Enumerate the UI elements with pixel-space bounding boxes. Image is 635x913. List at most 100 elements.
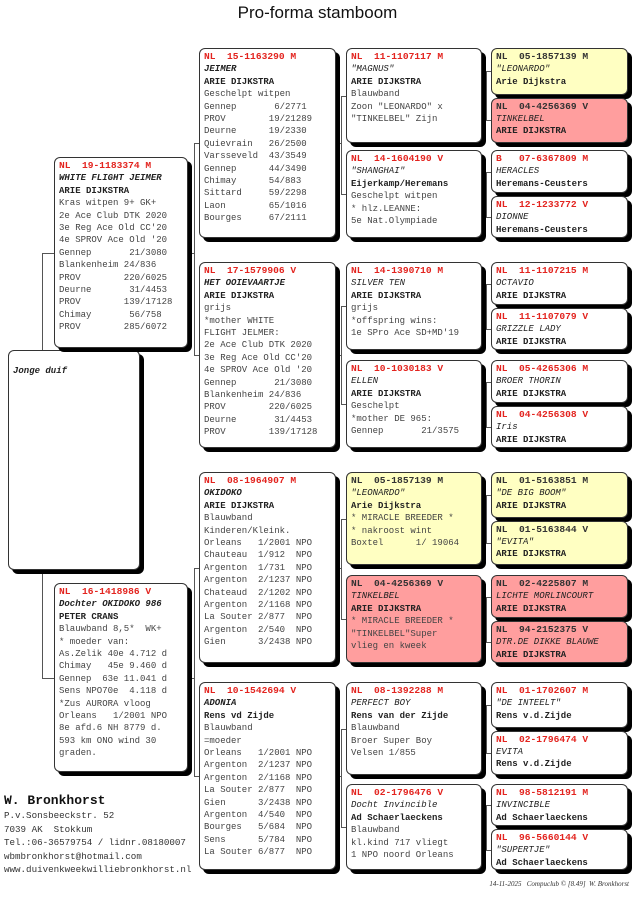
pedigree-card[interactable]: NL 94-2152375 V DTR.DE DIKKE BLAUWE ARIE D… xyxy=(491,621,628,663)
breeder-email[interactable]: wbmbronkhorst@hotmail.com xyxy=(4,850,142,862)
pedigree-card[interactable]: NL 16-1418986 V Dochter OKIDOKO 986 PETER … xyxy=(54,583,188,772)
pedigree-card[interactable]: NL 12-1233772 V DIONNE Heremans-Ceusters xyxy=(491,196,628,238)
info-line: Gennep 21/3080 xyxy=(204,377,313,388)
ring-number: NL 10-1542694 V xyxy=(204,685,297,696)
pedigree-card[interactable]: NL 01-5163851 M "DE BIG BOOM" ARIE DIJKSTR… xyxy=(491,472,628,518)
pedigree-card[interactable]: NL 10-1542694 V ADONIA Rens vd Zijde Blauwb… xyxy=(199,682,336,870)
pedigree-card[interactable]: NL 14-1604190 V "SHANGHAI" Eijerkamp/Herem… xyxy=(346,150,482,238)
pedigree-card[interactable]: NL 17-1579906 V HET OOIEVAARTJE ARIE DIJKS… xyxy=(199,262,336,448)
pedigree-card[interactable]: NL 05-4265306 M BROER THORIN ARIE DIJKSTRA xyxy=(491,360,628,403)
pedigree-card[interactable]: NL 08-1392288 M PERFECT BOY Rens van der Z… xyxy=(346,682,482,775)
ring-number: NL 11-1107117 M xyxy=(351,51,444,62)
info-line: Varsseveld 43/3549 xyxy=(204,151,307,162)
info-line: Blankenheim 24/836 xyxy=(59,260,157,271)
info-line: Sens 5/784 NPO xyxy=(204,834,313,845)
info-line: Kinderen/Kleink. xyxy=(204,525,291,536)
breeder-name: W. Bronkhorst xyxy=(4,793,106,808)
pedigree-card[interactable]: NL 11-1107215 M OCTAVIO ARIE DIJKSTRA xyxy=(491,262,628,305)
pedigree-card[interactable]: NL 11-1107079 V GRIZZLE LADY ARIE DIJKSTRA xyxy=(491,308,628,350)
info-line: 3e Reg Ace Old CC'20 xyxy=(59,223,168,234)
bird-name: Iris xyxy=(496,422,518,433)
pedigree-card[interactable]: NL 08-1964907 M OKIDOKO ARIE DIJKSTRA Blauw… xyxy=(199,472,336,663)
info-line: Gennep 63e 11.041 d xyxy=(59,673,168,684)
info-line: 1 NPO noord Orleans xyxy=(351,850,454,861)
pedigree-card[interactable]: NL 15-1163290 M JEIMER ARIE DIJKSTRA Gesche… xyxy=(199,48,336,238)
pedigree-card[interactable]: NL 01-1702607 M "DE INTEELT" Rens v.d.Zijd… xyxy=(491,682,628,728)
connector-line xyxy=(486,329,491,330)
ring-number: NL 04-4256369 V xyxy=(351,578,444,589)
pedigree-card[interactable]: NL 02-1796476 V Docht Invincible Ad Schaer… xyxy=(346,784,482,870)
owner-name: ARIE DIJKSTRA xyxy=(496,500,567,511)
bird-name: LICHTE MORLINCOURT xyxy=(496,591,594,602)
pedigree-card[interactable]: NL 04-4256308 V Iris ARIE DIJKSTRA xyxy=(491,406,628,448)
bird-name: HET OOIEVAARTJE xyxy=(204,278,286,289)
owner-name: ARIE DIJKSTRA xyxy=(351,76,422,87)
owner-name: Rens vd Zijde xyxy=(204,710,275,721)
connector-line xyxy=(486,217,491,218)
ring-number: NL 17-1579906 V xyxy=(204,265,297,276)
connector-line xyxy=(482,518,486,520)
ring-number: NL 16-1418986 V xyxy=(59,586,152,597)
pedigree-card[interactable]: NL 05-1857139 M "LEONARDO" Arie Dijkstra xyxy=(491,48,628,95)
connector-line xyxy=(336,355,341,356)
connector-line xyxy=(486,120,491,122)
pedigree-card[interactable]: NL 98-5812191 M INVINCIBLE Ad Schaerlaecke… xyxy=(491,784,628,826)
ring-number: NL 10-1030183 V xyxy=(351,363,444,374)
connector-line xyxy=(188,677,194,679)
connector-line xyxy=(341,404,346,405)
pedigree-card[interactable]: NL 02-4225807 M LICHTE MORLINCOURT ARIE DI… xyxy=(491,575,628,618)
ring-number: NL 14-1604190 V xyxy=(351,153,444,164)
pedigree-card[interactable]: NL 10-1030183 V ELLEN ARIE DIJKSTRA Geschel… xyxy=(346,360,482,448)
bird-name: INVINCIBLE xyxy=(496,800,551,811)
info-line: Geschelpt witpen xyxy=(204,89,291,100)
info-line: Chauteau 1/912 NPO xyxy=(204,550,313,561)
connector-line xyxy=(194,143,199,144)
pedigree-card[interactable]: NL 01-5163844 V "EVITA" ARIE DIJKSTRA xyxy=(491,520,628,565)
owner-name: ARIE DIJKSTRA xyxy=(496,290,567,301)
pedigree-card[interactable]: NL 96-5660144 V "SUPERTJE" Ad Schaerlaecke… xyxy=(491,829,628,870)
connector-line xyxy=(486,596,487,642)
connector-line xyxy=(486,171,487,217)
pedigree-card[interactable]: NL 02-1796474 V EVITA Rens v.d.Zijde xyxy=(491,730,628,775)
info-line: Deurne 19/2330 xyxy=(204,126,307,137)
connector-line xyxy=(482,404,486,405)
owner-name: ARIE DIJKSTRA xyxy=(496,388,567,399)
pedigree-card[interactable]: B 07-6367809 M HERACLES Heremans-Ceusters xyxy=(491,150,628,193)
info-line: Broer Super Boy xyxy=(351,735,433,746)
connector-line xyxy=(194,567,195,776)
connector-line xyxy=(341,518,346,520)
owner-name: Heremans-Ceusters xyxy=(496,224,588,235)
connector-line xyxy=(482,619,486,620)
info-line: * nakroost wint xyxy=(351,525,433,536)
pedigree-card[interactable]: NL 11-1107117 M "MAGNUS" ARIE DIJKSTRA Blau… xyxy=(346,48,482,143)
owner-name: PETER CRANS xyxy=(59,611,119,622)
owner-name: ARIE DIJKSTRA xyxy=(204,76,275,87)
ring-number: NL 05-4265306 M xyxy=(496,363,589,374)
pedigree-card[interactable]: NL 05-1857139 M "LEONARDO" Arie Dijkstra * … xyxy=(346,472,482,565)
pedigree-card[interactable]: NL 14-1390710 M SILVER TEN ARIE DIJKSTRA gr… xyxy=(346,262,482,350)
info-line: Blauwband xyxy=(351,825,400,836)
connector-line xyxy=(486,381,487,427)
page-title: Pro-forma stamboom xyxy=(237,3,398,22)
pedigree-card[interactable]: NL 04-4256369 V TINKELBEL ARIE DIJKSTRA * M… xyxy=(346,575,482,663)
connector-line xyxy=(341,728,346,730)
connector-line xyxy=(486,704,491,706)
info-line: * hlz.LEANNE: xyxy=(351,203,422,214)
connector-line xyxy=(486,494,487,543)
info-line: 2e Ace Club DTK 2020 xyxy=(204,340,313,351)
pedigree-card[interactable]: NL 19-1183374 M WHITE FLIGHT JEIMER ARIE D… xyxy=(54,157,188,348)
connector-line xyxy=(482,827,486,828)
connector-line xyxy=(341,619,346,620)
ring-number: NL 02-1796474 V xyxy=(496,733,589,745)
ring-number: NL 05-1857139 M xyxy=(351,475,444,486)
subject-box[interactable]: Jonge duif xyxy=(8,350,140,570)
info-line: Blauwband 8,5* WK+ xyxy=(59,624,162,635)
info-line: Gennep 44/3490 xyxy=(204,163,307,174)
pedigree-card[interactable]: NL 04-4256369 V TINKELBEL ARIE DIJKSTRA xyxy=(491,97,628,143)
bird-name: WHITE FLIGHT JEIMER xyxy=(59,173,162,184)
breeder-website[interactable]: www.duivenkweekwilliebronkhorst.nl xyxy=(4,864,192,876)
breeder-city: 7039 AK Stokkum xyxy=(4,823,93,835)
bird-name: ELLEN xyxy=(351,376,379,387)
info-line: Blauwband xyxy=(351,89,400,100)
owner-name: Rens v.d.Zijde xyxy=(496,759,572,770)
